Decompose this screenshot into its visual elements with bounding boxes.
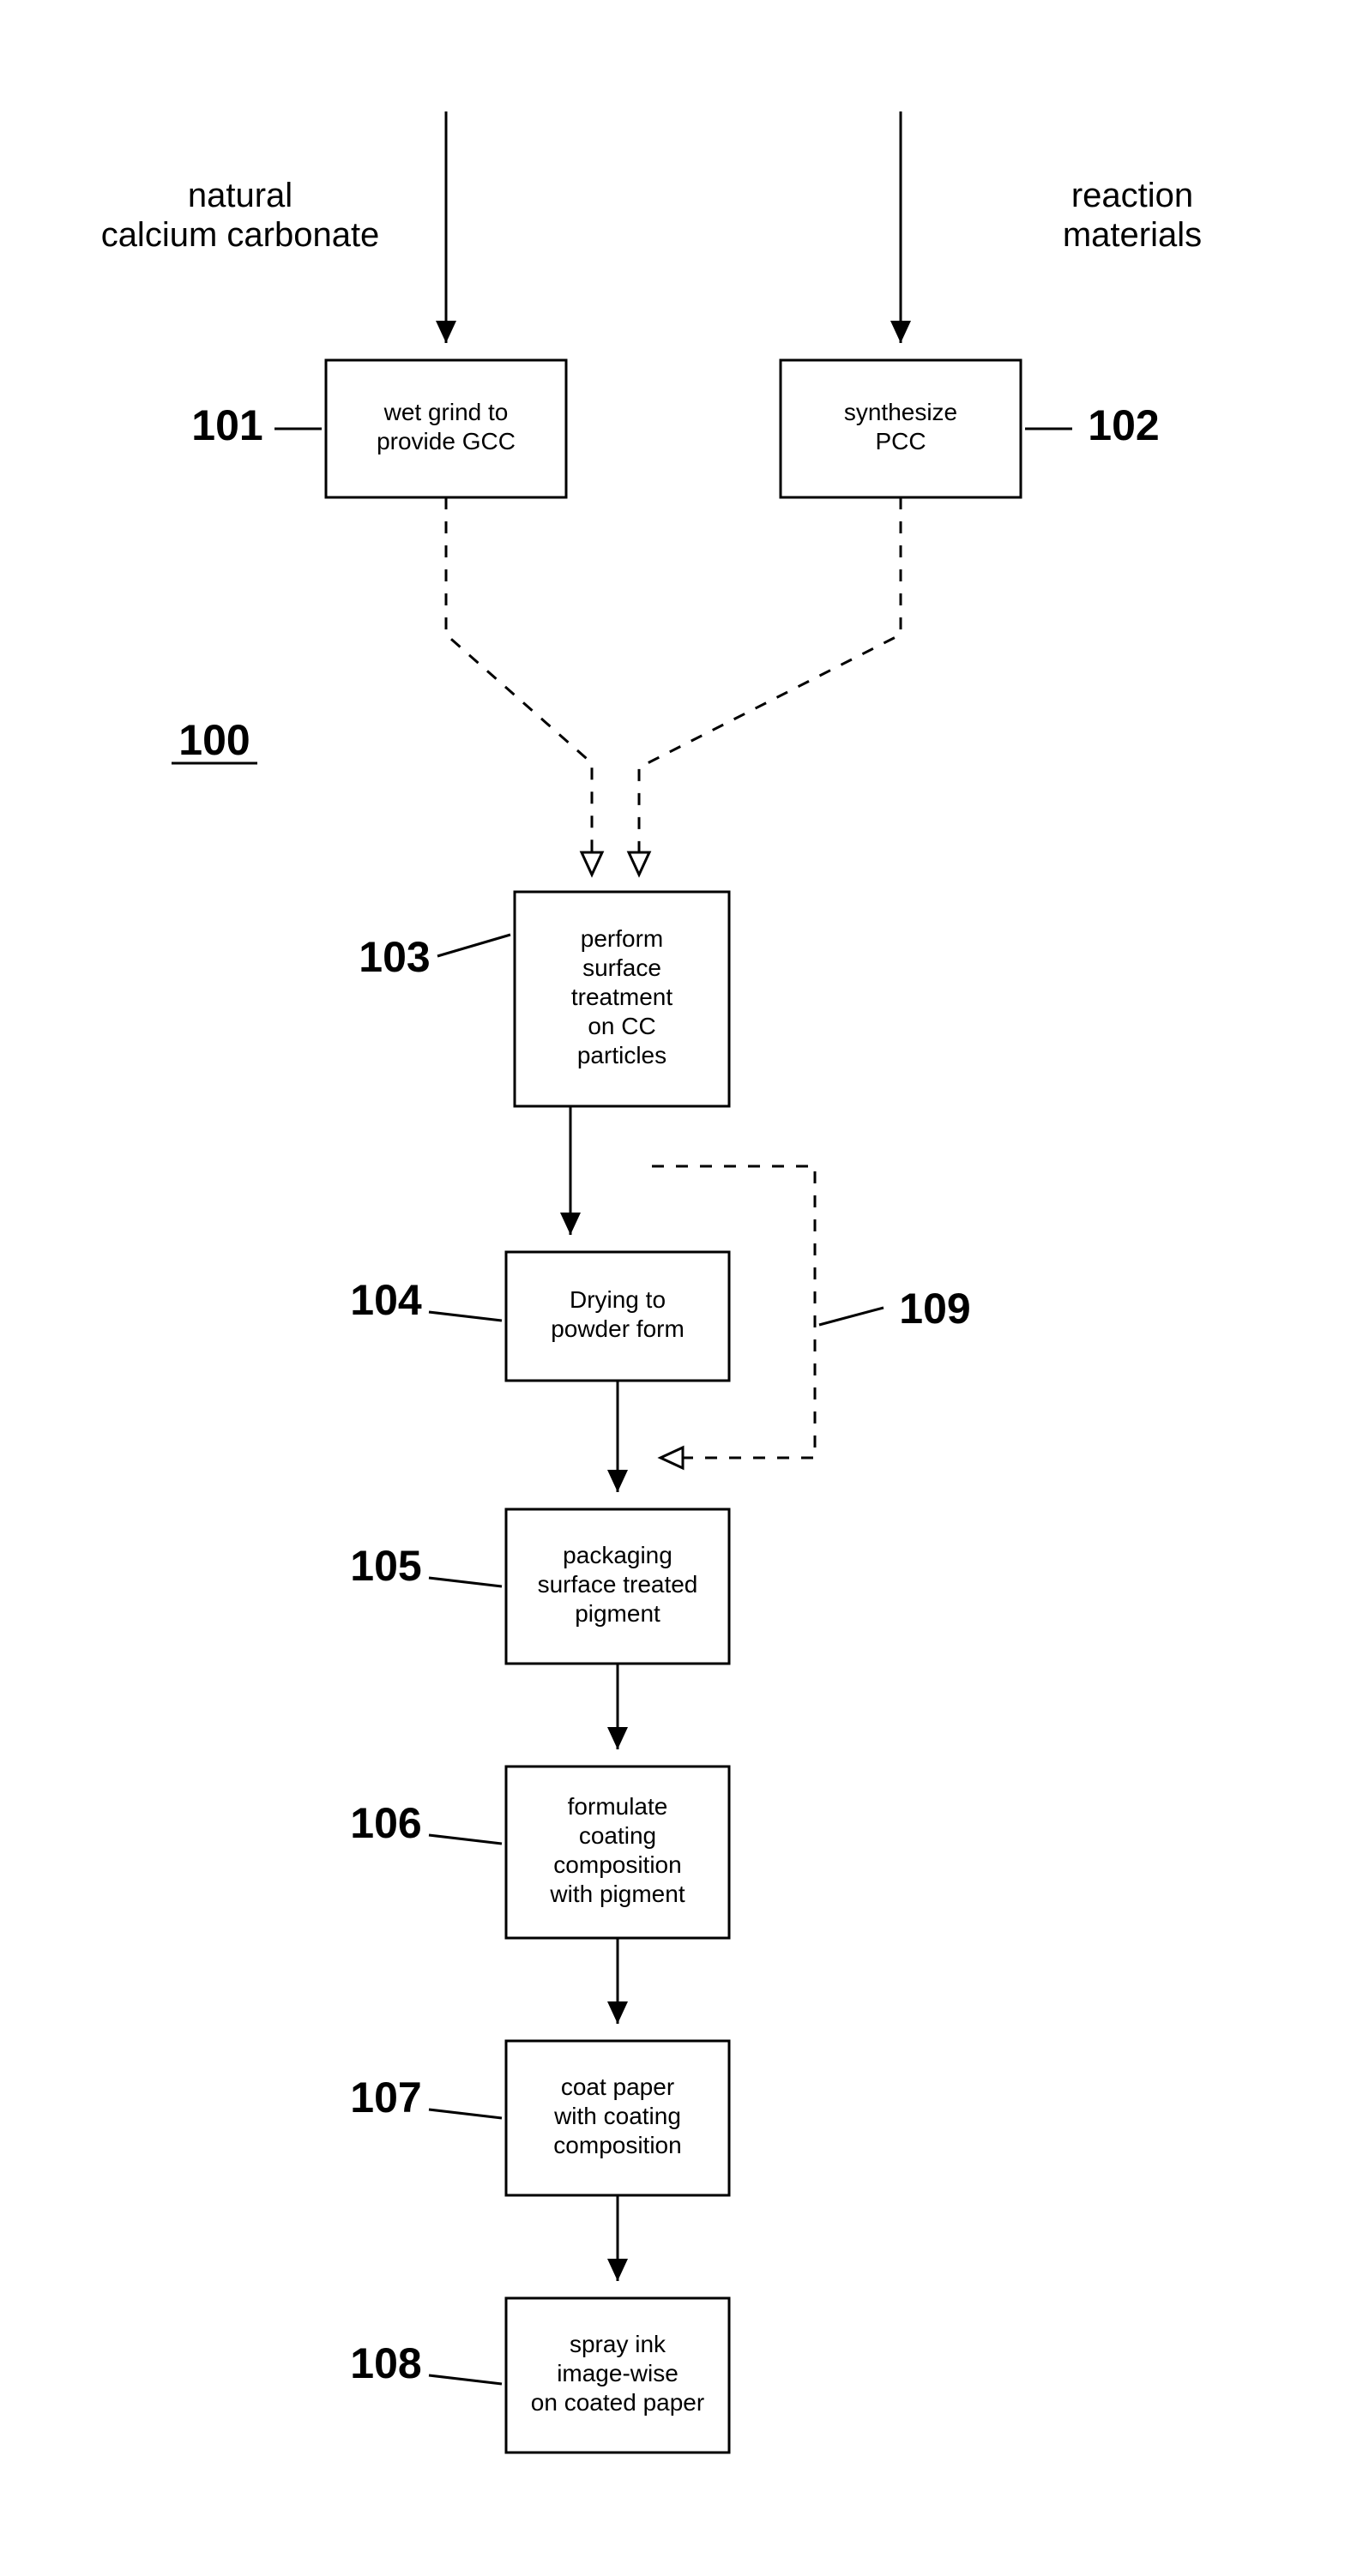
figure-label: 100 — [178, 716, 250, 764]
reference-number-105: 105 — [350, 1542, 421, 1590]
reference-number-109: 109 — [899, 1285, 970, 1333]
process-box-label-107: coat paperwith coatingcomposition — [553, 2073, 682, 2158]
input-label-right: reactionmaterials — [1063, 177, 1202, 254]
arrowhead — [436, 321, 456, 343]
reference-number-102: 102 — [1088, 401, 1159, 449]
flow-edge — [446, 497, 592, 875]
arrowhead — [607, 1470, 628, 1492]
arrowhead — [890, 321, 911, 343]
reference-number-106: 106 — [350, 1799, 421, 1847]
reference-number-104: 104 — [350, 1276, 422, 1324]
arrowhead — [607, 2259, 628, 2281]
reference-leader — [429, 2110, 502, 2118]
reference-number-101: 101 — [191, 401, 262, 449]
reference-leader — [429, 1578, 502, 1586]
input-label-left: naturalcalcium carbonate — [101, 177, 380, 254]
arrowhead — [660, 1447, 683, 1468]
reference-leader — [429, 2375, 502, 2384]
arrowhead — [607, 1727, 628, 1749]
reference-number-103: 103 — [359, 933, 430, 981]
reference-leader — [437, 935, 510, 956]
reference-number-107: 107 — [350, 2073, 421, 2122]
arrowhead — [582, 852, 602, 875]
arrowhead — [607, 2001, 628, 2024]
arrowhead — [629, 852, 649, 875]
reference-number-108: 108 — [350, 2339, 421, 2387]
process-box-label-103: performsurfacetreatmenton CCparticles — [571, 925, 672, 1068]
flowchart-diagram: naturalcalcium carbonate reactionmaterial… — [0, 0, 1351, 2576]
flow-edge — [639, 497, 901, 875]
arrowhead — [560, 1213, 581, 1235]
reference-leader — [429, 1835, 502, 1844]
reference-leader — [429, 1312, 502, 1321]
reference-leader — [819, 1308, 884, 1325]
